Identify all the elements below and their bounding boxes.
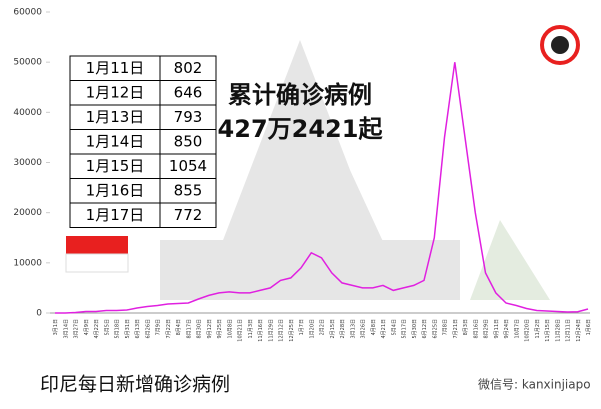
caption: 印尼每日新增确诊病例 <box>40 374 230 396</box>
x-tick-label: 11月16日 <box>258 319 264 342</box>
table-cell <box>159 104 217 130</box>
table-value: 772 <box>174 206 203 224</box>
table-cell <box>159 202 217 228</box>
chart-title: 累计确诊病例 <box>228 81 372 109</box>
line <box>55 62 589 314</box>
x-tick-label: 6月13日 <box>135 319 141 339</box>
table-date: 1月16日 <box>86 181 145 199</box>
table-cell <box>159 55 217 81</box>
x-tick-label: 1月7日 <box>299 319 305 335</box>
y-tick-label: 20000 <box>13 208 42 218</box>
table-value: 855 <box>174 181 203 199</box>
table-cell <box>69 55 161 81</box>
x-tick-label: 8月17日 <box>186 319 192 339</box>
x-tick-label: 2月15日 <box>330 319 336 339</box>
x-tick-label: 1月6日 <box>586 319 592 335</box>
x-tick-label: 11月28日 <box>555 319 561 342</box>
x-tick-label: 7月8日 <box>443 319 449 335</box>
chart-subtitle: 427万2421起 <box>218 115 384 143</box>
x-tick-label: 11月3日 <box>248 319 254 339</box>
y-tick-label: 50000 <box>13 58 42 68</box>
x-tick-label: 3月1日 <box>53 319 59 335</box>
x-tick-label: 11月29日 <box>268 319 274 342</box>
x-tick-label: 10月21日 <box>238 319 244 342</box>
x-tick-label: 7月22日 <box>166 319 172 339</box>
table-cell <box>69 202 161 228</box>
y-tick-label: 30000 <box>13 158 42 168</box>
table-value: 646 <box>174 83 203 101</box>
x-tick-label: 8月3日 <box>463 319 469 335</box>
x-tick-label: 12月24日 <box>576 319 582 342</box>
x-tick-label: 6月25日 <box>432 319 438 339</box>
y-tick-label: 40000 <box>13 108 42 118</box>
table-cell <box>159 153 217 179</box>
table-cell <box>69 80 161 106</box>
x-tick-label: 12月25日 <box>289 319 295 342</box>
x-tick-label: 9月11日 <box>494 319 500 339</box>
x-tick-label: 7月9日 <box>156 319 162 335</box>
x-tick-label: 5月30日 <box>412 319 418 339</box>
footer <box>0 360 601 409</box>
x-tick-label: 9月12日 <box>207 319 213 339</box>
x-tick-label: 4月8日 <box>371 319 377 335</box>
x-tick-label: 2月28日 <box>340 319 346 339</box>
table-cell <box>69 129 161 155</box>
x-tick-label: 2月2日 <box>320 319 326 335</box>
table-value: 802 <box>174 59 203 77</box>
x-tick-label: 5月31日 <box>125 319 131 339</box>
x-tick-label: 5月18日 <box>115 319 121 339</box>
x-tick-label: 8月16日 <box>473 319 479 339</box>
x-tick-label: 8月30日 <box>197 319 203 339</box>
table-date: 1月14日 <box>86 132 145 150</box>
y-tick-label: 10000 <box>13 258 42 268</box>
x-tick-label: 8月4日 <box>176 319 182 335</box>
x-tick-label: 3月27日 <box>74 319 80 339</box>
x-tick-label: 8月29日 <box>484 319 490 339</box>
table-value: 850 <box>174 132 203 150</box>
table-date: 1月11日 <box>86 59 145 77</box>
table-cell <box>69 178 161 204</box>
x-tick-label: 4月9日 <box>84 319 90 335</box>
x-tick-label: 4月21日 <box>381 319 387 339</box>
logo <box>540 25 580 65</box>
watermark: 微信号: kanxinjiapo <box>478 378 591 392</box>
x-tick-label: 11月2日 <box>535 319 541 339</box>
x-tick-label: 5月5日 <box>104 319 110 335</box>
x-tick-label: 6月12日 <box>422 319 428 339</box>
table-value: 1054 <box>169 157 207 175</box>
flag <box>65 236 129 273</box>
x-tick-label: 3月13日 <box>350 319 356 339</box>
x-tick-label: 7月21日 <box>453 319 459 339</box>
table-date: 1月15日 <box>86 157 145 175</box>
temple-backdrop <box>160 40 550 300</box>
y-tick-label: 0 <box>36 309 42 319</box>
x-tick-label: 6月26日 <box>145 319 151 339</box>
x-tick-label: 4月22日 <box>94 319 100 339</box>
table-date: 1月13日 <box>86 108 145 126</box>
y-tick-label: 60000 <box>13 8 42 18</box>
x-tick-label: 5月4日 <box>391 319 397 335</box>
x-tick-label: 3月14日 <box>63 319 69 339</box>
x-tick-label: 9月25日 <box>217 319 223 339</box>
x-tick-label: 11月15日 <box>545 319 551 342</box>
x-tick-label: 1月20日 <box>309 319 315 339</box>
x-tick-label: 10月20日 <box>525 319 531 342</box>
x-tick-label: 5月17日 <box>402 319 408 339</box>
table-date: 1月12日 <box>86 83 145 101</box>
table-value: 793 <box>174 108 203 126</box>
x-tick-label: 9月24日 <box>504 319 510 339</box>
x-tick-label: 12月11日 <box>566 319 572 342</box>
table-cell <box>159 80 217 106</box>
table-cell <box>159 178 217 204</box>
x-tick-label: 12月12日 <box>279 319 285 342</box>
x-tick-label: 3月26日 <box>361 319 367 339</box>
x-tick-label: 10月8日 <box>227 319 233 339</box>
table-date: 1月17日 <box>86 206 145 224</box>
x-tick-label: 10月7日 <box>514 319 520 339</box>
